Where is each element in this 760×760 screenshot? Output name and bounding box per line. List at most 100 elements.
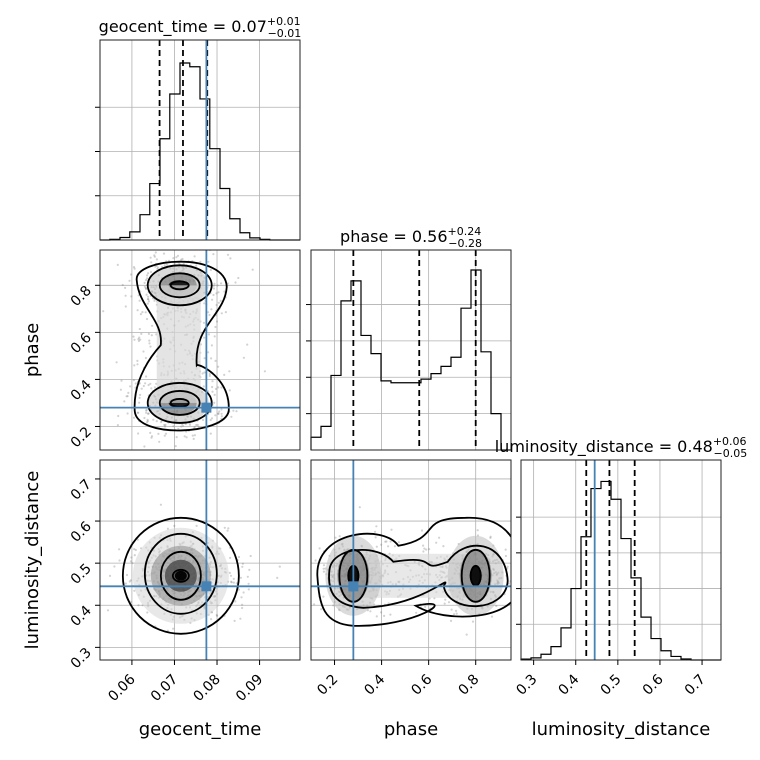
sample-point (155, 258, 158, 261)
contour-level-1 (121, 516, 240, 635)
sample-point (209, 432, 212, 435)
sample-point (202, 418, 205, 422)
sample-point (193, 255, 196, 258)
sample-point (176, 254, 180, 257)
sample-point (232, 409, 235, 412)
panel-frame (310, 459, 512, 661)
sample-point (195, 423, 198, 427)
sample-point (217, 386, 220, 389)
sample-point (228, 389, 231, 392)
sample-point (147, 295, 150, 298)
sample-point (489, 535, 492, 538)
sample-point (373, 603, 376, 606)
sample-point (195, 264, 198, 267)
sample-point (119, 388, 122, 391)
y-tick-label: 0.8 (68, 283, 95, 310)
contour-level-3 (460, 548, 491, 603)
sample-point (301, 576, 303, 578)
sample-point (116, 263, 119, 266)
sample-point (447, 601, 451, 604)
sample-point (443, 602, 446, 605)
sample-point (229, 556, 232, 560)
sample-point (242, 356, 245, 359)
sample-point (144, 311, 147, 314)
sample-point (129, 560, 133, 563)
sample-point (232, 577, 235, 581)
sample-point (139, 393, 142, 396)
title-plus: +0.06 (713, 435, 747, 448)
sample-point (133, 589, 136, 592)
sample-point (121, 283, 124, 287)
sample-point (134, 548, 137, 552)
sample-point (424, 605, 427, 608)
sample-point (173, 524, 176, 528)
x-tick-label: 0.3 (513, 672, 540, 699)
sample-point (132, 266, 136, 269)
sample-point (318, 547, 321, 550)
sample-point (211, 385, 214, 389)
x-axis-label-geocent_time: geocent_time (139, 719, 262, 740)
sample-point (143, 285, 146, 288)
sample-point (428, 548, 431, 551)
sample-point (220, 408, 223, 411)
sample-point (338, 535, 341, 538)
sample-point (449, 619, 453, 623)
sample-point (246, 575, 249, 578)
density-blob-core (469, 565, 482, 586)
title-plus: +0.01 (267, 15, 301, 28)
sample-point (513, 560, 515, 562)
sample-point (149, 431, 152, 434)
sample-point (139, 338, 142, 341)
sample-point (166, 245, 168, 247)
sample-point (157, 432, 160, 435)
sample-point (234, 281, 237, 284)
sample-point (138, 401, 141, 404)
sample-point (208, 372, 211, 376)
sample-point (147, 300, 150, 303)
sample-point (132, 335, 135, 338)
sample-point (235, 582, 238, 585)
x-tick-label: 0.2 (314, 672, 341, 699)
sample-point (142, 350, 145, 353)
sample-point (134, 382, 137, 385)
sample-point (145, 277, 149, 280)
title-minus: −0.05 (714, 447, 748, 460)
sample-point (203, 302, 206, 305)
marginal-panel-phase: phase = 0.56+0.24 −0.28 (306, 225, 512, 451)
sample-point (237, 276, 240, 280)
sample-point (476, 529, 479, 532)
sample-point (210, 357, 213, 360)
sample-point (159, 503, 162, 506)
sample-point (130, 556, 133, 559)
sample-point (143, 416, 146, 420)
sample-point (228, 370, 231, 373)
sample-point (207, 311, 210, 314)
sample-point (465, 633, 468, 636)
sample-point (183, 435, 186, 438)
sample-point (163, 425, 167, 428)
sample-point (220, 415, 223, 418)
sample-point (209, 268, 212, 272)
sample-point (126, 412, 129, 415)
sample-point (154, 251, 157, 254)
sample-point (211, 298, 214, 301)
sample-point (133, 364, 136, 367)
sample-point (213, 238, 215, 240)
sample-point (512, 571, 514, 573)
density-shading (325, 535, 504, 616)
sample-point (239, 617, 242, 620)
sample-point (142, 384, 145, 388)
sample-point (213, 282, 216, 285)
sample-point (444, 598, 447, 601)
sample-point (369, 610, 372, 613)
truth-marker (201, 402, 212, 413)
y-tick-label: 0.3 (68, 645, 95, 672)
sample-point (518, 593, 520, 595)
sample-point (504, 554, 507, 558)
sample-point (218, 410, 221, 413)
sample-point (130, 273, 133, 276)
sample-point (442, 545, 445, 548)
sample-point (207, 260, 210, 263)
sample-point (130, 600, 133, 604)
sample-point (132, 416, 136, 419)
